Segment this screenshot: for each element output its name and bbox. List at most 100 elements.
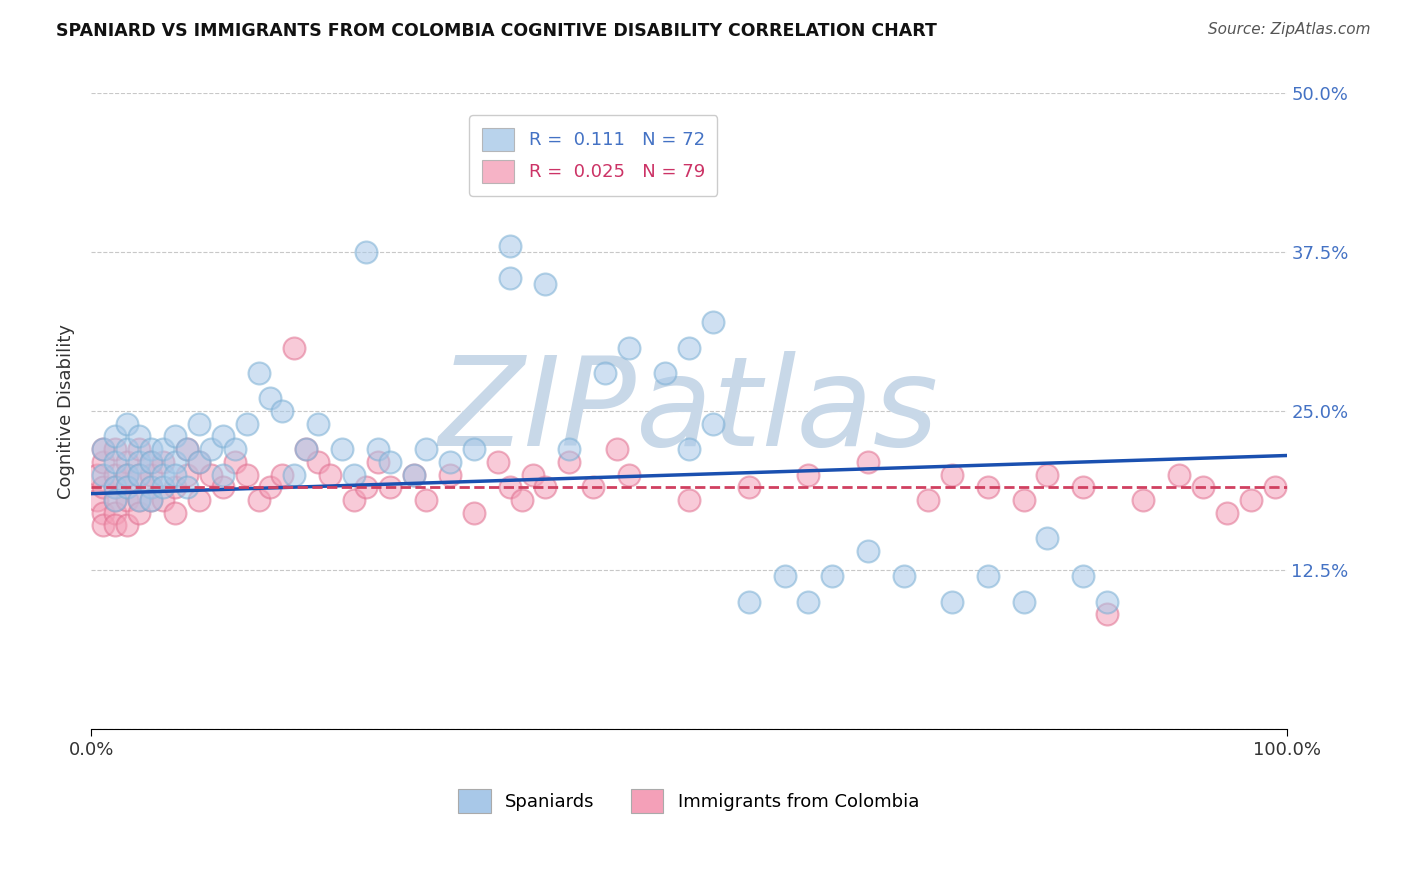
Point	[139, 480, 162, 494]
Point	[941, 595, 963, 609]
Point	[498, 480, 520, 494]
Text: SPANIARD VS IMMIGRANTS FROM COLOMBIA COGNITIVE DISABILITY CORRELATION CHART: SPANIARD VS IMMIGRANTS FROM COLOMBIA COG…	[56, 22, 938, 40]
Point	[439, 467, 461, 482]
Point	[415, 442, 437, 457]
Point	[200, 442, 222, 457]
Point	[378, 455, 401, 469]
Point	[678, 442, 700, 457]
Point	[115, 467, 138, 482]
Point	[330, 442, 353, 457]
Point	[821, 569, 844, 583]
Point	[91, 518, 114, 533]
Point	[104, 493, 127, 508]
Point	[139, 442, 162, 457]
Point	[617, 341, 640, 355]
Point	[128, 467, 150, 482]
Point	[104, 480, 127, 494]
Point	[247, 493, 270, 508]
Point	[271, 404, 294, 418]
Point	[1192, 480, 1215, 494]
Point	[773, 569, 796, 583]
Point	[152, 455, 174, 469]
Point	[91, 442, 114, 457]
Point	[295, 442, 318, 457]
Point	[893, 569, 915, 583]
Point	[977, 569, 1000, 583]
Point	[86, 493, 108, 508]
Point	[498, 270, 520, 285]
Point	[797, 467, 820, 482]
Point	[558, 442, 581, 457]
Point	[367, 455, 389, 469]
Point	[343, 493, 366, 508]
Point	[115, 480, 138, 494]
Point	[463, 442, 485, 457]
Point	[654, 366, 676, 380]
Point	[91, 506, 114, 520]
Point	[247, 366, 270, 380]
Point	[115, 467, 138, 482]
Point	[163, 506, 186, 520]
Point	[163, 455, 186, 469]
Point	[176, 442, 198, 457]
Point	[187, 455, 209, 469]
Point	[152, 442, 174, 457]
Point	[534, 480, 557, 494]
Point	[797, 595, 820, 609]
Point	[1216, 506, 1239, 520]
Point	[941, 467, 963, 482]
Point	[319, 467, 342, 482]
Legend: Spaniards, Immigrants from Colombia: Spaniards, Immigrants from Colombia	[451, 782, 927, 820]
Point	[498, 239, 520, 253]
Point	[187, 493, 209, 508]
Point	[139, 493, 162, 508]
Point	[128, 429, 150, 443]
Point	[977, 480, 1000, 494]
Point	[235, 467, 257, 482]
Point	[128, 442, 150, 457]
Point	[91, 442, 114, 457]
Point	[139, 455, 162, 469]
Point	[702, 315, 724, 329]
Point	[163, 429, 186, 443]
Text: Source: ZipAtlas.com: Source: ZipAtlas.com	[1208, 22, 1371, 37]
Point	[128, 455, 150, 469]
Point	[104, 467, 127, 482]
Point	[115, 455, 138, 469]
Point	[307, 417, 329, 431]
Point	[283, 341, 305, 355]
Point	[176, 442, 198, 457]
Point	[1264, 480, 1286, 494]
Point	[343, 467, 366, 482]
Point	[617, 467, 640, 482]
Point	[1097, 595, 1119, 609]
Point	[163, 480, 186, 494]
Point	[259, 392, 281, 406]
Point	[86, 467, 108, 482]
Point	[128, 467, 150, 482]
Point	[1240, 493, 1263, 508]
Point	[128, 493, 150, 508]
Point	[139, 467, 162, 482]
Point	[534, 277, 557, 291]
Point	[582, 480, 605, 494]
Point	[402, 467, 425, 482]
Point	[152, 493, 174, 508]
Point	[224, 455, 246, 469]
Point	[91, 455, 114, 469]
Point	[104, 455, 127, 469]
Point	[307, 455, 329, 469]
Point	[115, 417, 138, 431]
Point	[1073, 480, 1095, 494]
Point	[115, 493, 138, 508]
Point	[91, 467, 114, 482]
Point	[139, 493, 162, 508]
Point	[678, 493, 700, 508]
Point	[522, 467, 544, 482]
Point	[486, 455, 509, 469]
Point	[235, 417, 257, 431]
Point	[917, 493, 939, 508]
Point	[152, 467, 174, 482]
Text: ZIPatlas: ZIPatlas	[439, 351, 939, 472]
Point	[139, 455, 162, 469]
